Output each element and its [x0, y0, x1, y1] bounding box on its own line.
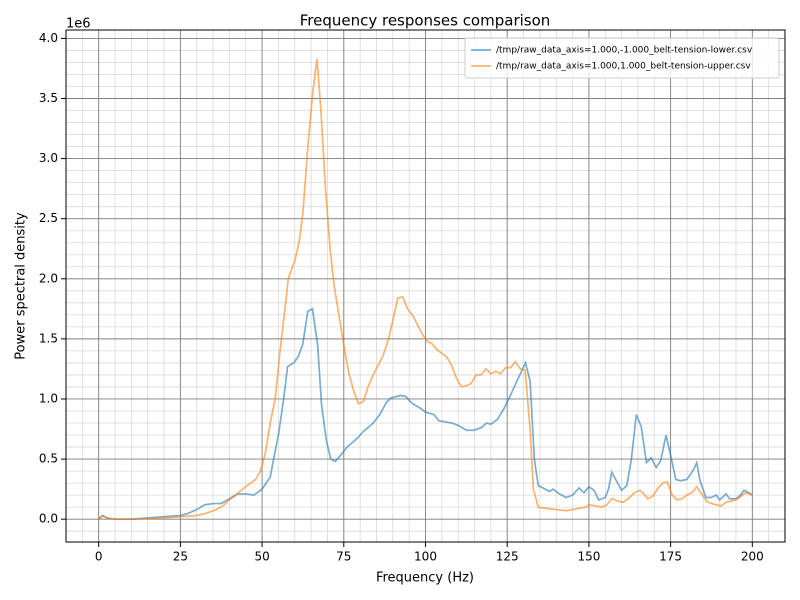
legend-label: /tmp/raw_data_axis=1.000,-1.000_belt-ten… [496, 46, 753, 56]
line-series [98, 58, 753, 521]
legend: /tmp/raw_data_axis=1.000,-1.000_belt-ten… [464, 37, 780, 79]
line-series [98, 307, 753, 521]
x-tick-label: 75 [336, 550, 351, 564]
y-tick-label: 2.0 [39, 271, 58, 285]
x-tick-label: 150 [577, 550, 600, 564]
y-tick-label: 0.5 [39, 452, 58, 466]
legend-box [464, 37, 780, 79]
y-tick-label: 4.0 [39, 31, 58, 45]
x-tick-label: 200 [741, 550, 764, 564]
x-tick-label: 0 [95, 550, 103, 564]
x-tick-label: 100 [414, 550, 437, 564]
x-tick-label: 25 [173, 550, 188, 564]
y-tick-label: 1.0 [39, 391, 58, 405]
legend-label: /tmp/raw_data_axis=1.000,1.000_belt-tens… [496, 62, 751, 72]
y-offset-label: 1e6 [66, 17, 91, 32]
x-tick-label: 125 [496, 550, 519, 564]
y-tick-label: 2.5 [39, 211, 58, 225]
x-axis-label: Frequency (Hz) [376, 571, 474, 586]
x-tick-label: 175 [659, 550, 682, 564]
y-axis-label: Power spectral density [14, 212, 29, 360]
y-tick-label: 1.5 [39, 331, 58, 345]
plot-frame [65, 29, 786, 543]
chart-title: Frequency responses comparison [300, 12, 551, 30]
y-tick-label: 3.0 [39, 151, 58, 165]
y-tick-label: 0.0 [39, 512, 58, 526]
y-tick-label: 3.5 [39, 91, 58, 105]
x-tick-label: 50 [254, 550, 269, 564]
